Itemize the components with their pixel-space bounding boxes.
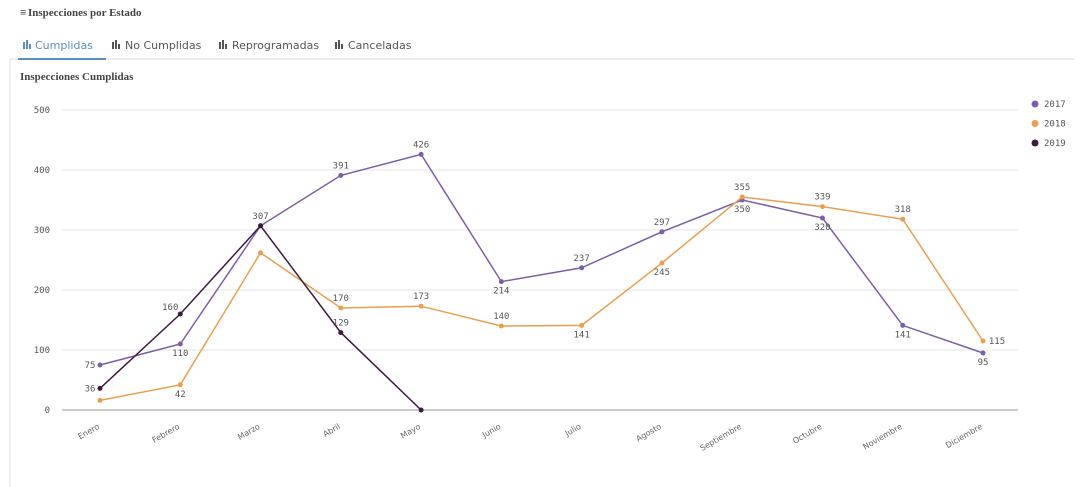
point <box>97 385 103 391</box>
x-tick-label: Febrero <box>151 422 182 445</box>
tab[interactable]: Reprogramadas <box>232 39 319 52</box>
y-tick-label: 500 <box>34 106 50 116</box>
data-label: 391 <box>333 161 349 171</box>
x-tick-label: Mayo <box>399 422 422 441</box>
x-tick-label: Noviembre <box>861 422 903 452</box>
data-label: 339 <box>814 193 830 203</box>
point <box>579 265 585 271</box>
x-tick-label: Octubre <box>791 422 823 446</box>
point <box>980 350 986 356</box>
point <box>900 322 906 328</box>
data-label: 140 <box>493 312 509 322</box>
data-label: 245 <box>654 268 670 278</box>
point <box>418 407 424 413</box>
tab-icon <box>219 40 227 49</box>
x-tick-label: Junio <box>480 422 502 440</box>
data-label: 355 <box>734 183 750 193</box>
y-tick-label: 300 <box>34 226 50 236</box>
data-label: 115 <box>989 337 1005 347</box>
point <box>338 172 344 178</box>
point <box>579 322 585 328</box>
tab-icon <box>23 40 31 49</box>
series: 75 110 307 391 426 214 237 297 350 320 141 95 <box>85 140 989 371</box>
y-tick-label: 100 <box>34 346 50 356</box>
point <box>97 397 103 403</box>
point <box>97 362 103 368</box>
x-tick-label: Septiembre <box>699 422 744 453</box>
point <box>258 250 264 256</box>
tab-icon <box>112 40 120 49</box>
legend-label: 2018 <box>1044 120 1066 130</box>
tab-icon <box>335 40 343 49</box>
point <box>258 223 264 229</box>
data-label: 110 <box>172 349 188 359</box>
line <box>99 153 984 366</box>
sheet-title: Inspecciones por Estado <box>28 7 142 19</box>
point <box>418 303 424 309</box>
data-label: 318 <box>895 205 911 215</box>
data-label: 141 <box>895 330 911 340</box>
legend-marker <box>1031 100 1039 108</box>
point <box>177 341 183 347</box>
data-label: 75 <box>85 361 96 371</box>
point <box>498 323 504 329</box>
data-label: 426 <box>413 140 429 150</box>
x-tick-label: Agosto <box>634 422 663 444</box>
tab[interactable]: Cumplidas <box>35 39 93 52</box>
legend-marker <box>1031 139 1039 147</box>
data-label: 141 <box>574 330 590 340</box>
tab-bar: Cumplidas No Cumplidas Reprogramadas Can… <box>10 39 1075 60</box>
point <box>819 215 825 221</box>
legend-label: 2019 <box>1044 139 1066 149</box>
data-label: 214 <box>493 287 509 297</box>
data-label: 307 <box>252 212 268 222</box>
series: 42 170 173 140 141 245 355 339 318 115 <box>97 183 1005 403</box>
legend-marker <box>1031 120 1039 127</box>
data-label: 95 <box>978 358 989 368</box>
x-tick-label: Julio <box>563 422 583 439</box>
chart-title: Inspecciones Cumplidas <box>20 71 134 83</box>
y-tick-label: 0 <box>45 406 50 416</box>
legend-label: 2017 <box>1044 100 1066 110</box>
y-tick-label: 400 <box>34 166 50 176</box>
point <box>659 260 665 266</box>
point <box>338 305 344 311</box>
x-tick-label: Marzo <box>236 422 262 442</box>
x-tick-label: Enero <box>77 422 102 441</box>
data-label: 42 <box>175 390 186 400</box>
point <box>418 151 424 157</box>
line <box>99 196 984 402</box>
data-label: 297 <box>654 218 670 228</box>
point <box>900 216 906 222</box>
data-label: 237 <box>574 254 590 264</box>
x-tick-label: Diciembre <box>944 422 984 450</box>
point <box>819 204 825 210</box>
y-tick-label: 200 <box>34 286 50 296</box>
data-label: 160 <box>162 303 178 313</box>
point <box>659 229 665 235</box>
point <box>739 194 745 200</box>
x-tick-label: Abril <box>321 422 341 439</box>
point <box>980 338 986 344</box>
data-label: 173 <box>413 292 429 302</box>
point <box>177 382 183 388</box>
point <box>338 330 344 336</box>
point <box>177 311 183 317</box>
data-label: 170 <box>333 294 349 304</box>
data-label: 129 <box>333 319 349 329</box>
series: 36 160 129 <box>85 223 424 413</box>
tab[interactable]: Canceladas <box>348 39 412 52</box>
tab[interactable]: No Cumplidas <box>125 39 202 52</box>
point <box>498 279 504 285</box>
menu-icon: ≡ <box>20 7 26 19</box>
data-label: 36 <box>85 384 96 394</box>
data-label: 350 <box>734 205 750 215</box>
data-label: 320 <box>814 223 830 233</box>
